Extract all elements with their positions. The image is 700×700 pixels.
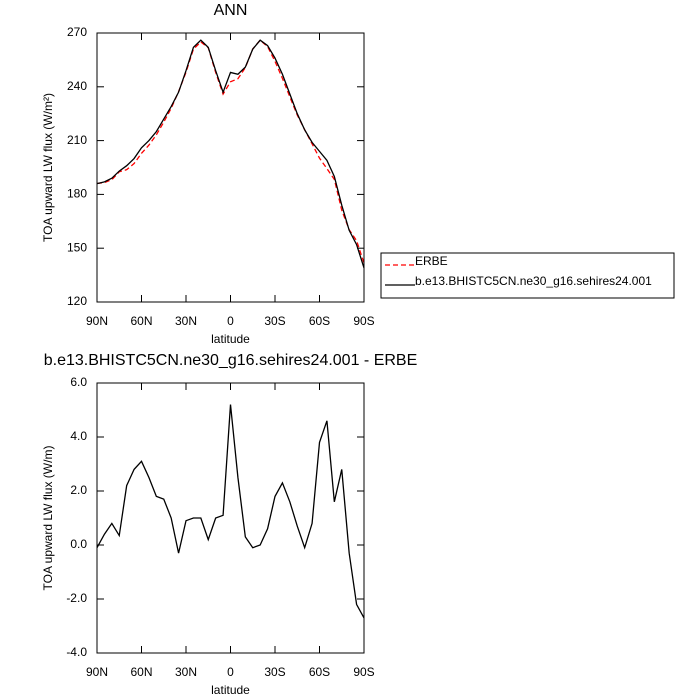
x-axis-label: latitude: [211, 683, 250, 697]
y-tick-label: -2.0: [66, 591, 87, 605]
x-tick-label: 90S: [353, 314, 374, 328]
legend-label: b.e13.BHISTC5CN.ne30_g16.sehires24.001: [415, 274, 652, 288]
plot-frame: [96, 382, 365, 654]
legend-label: ERBE: [415, 254, 448, 268]
y-tick-label: 6.0: [70, 375, 87, 389]
x-tick-label: 60N: [130, 314, 152, 328]
y-tick-label: 270: [67, 25, 87, 39]
y-tick-label: 0.0: [70, 537, 87, 551]
y-tick-label: 210: [67, 133, 87, 147]
y-axis-label: TOA upward LW flux (W/m²): [41, 93, 55, 242]
data-line: [96, 404, 365, 619]
x-tick-label: 90S: [353, 665, 374, 679]
x-axis-label: latitude: [211, 332, 250, 346]
x-tick-label: 30S: [264, 665, 285, 679]
x-tick-label: 60S: [309, 314, 330, 328]
y-tick-label: -4.0: [66, 645, 87, 659]
y-tick-label: 150: [67, 240, 87, 254]
y-tick-label: 120: [67, 294, 87, 308]
x-tick-label: 60N: [130, 665, 152, 679]
x-tick-label: 60S: [309, 665, 330, 679]
chart-title: ANN: [214, 2, 248, 19]
x-tick-label: 30S: [264, 314, 285, 328]
x-tick-label: 0: [227, 314, 234, 328]
x-tick-label: 90N: [86, 314, 108, 328]
y-tick-label: 180: [67, 187, 87, 201]
y-tick-label: 4.0: [70, 429, 87, 443]
y-tick-label: 240: [67, 79, 87, 93]
x-tick-label: 30N: [175, 665, 197, 679]
x-tick-label: 90N: [86, 665, 108, 679]
data-line: [96, 39, 365, 264]
x-tick-label: 30N: [175, 314, 197, 328]
y-axis-label: TOA upward LW flux (W/m): [41, 446, 55, 591]
chart-title: b.e13.BHISTC5CN.ne30_g16.sehires24.001 -…: [44, 352, 418, 369]
data-line: [96, 39, 365, 269]
x-tick-label: 0: [227, 665, 234, 679]
plot-frame: [96, 32, 365, 303]
legend-box: [380, 252, 675, 299]
y-tick-label: 2.0: [70, 483, 87, 497]
